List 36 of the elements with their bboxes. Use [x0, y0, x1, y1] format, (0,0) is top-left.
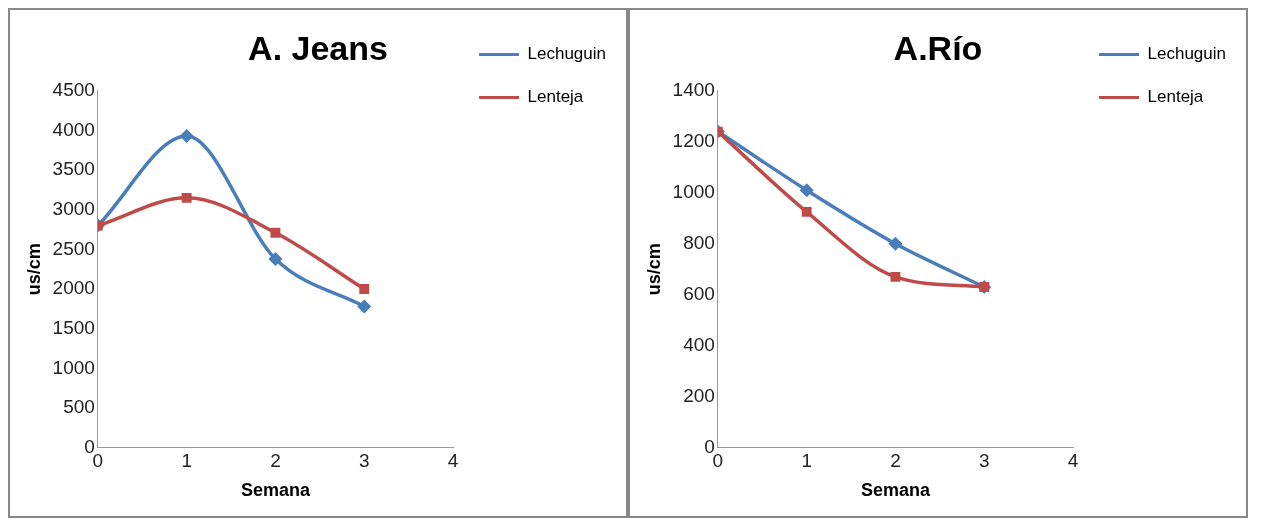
y-tick-label: 2500: [52, 237, 95, 259]
legend-label: Lechuguin: [1147, 44, 1227, 64]
chart-title: A.Río: [893, 28, 983, 67]
y-tick-label: 1000: [52, 356, 95, 378]
x-tick-label: 3: [358, 450, 370, 472]
x-tick-label: 3: [978, 450, 990, 472]
legend-label: Lenteja: [527, 87, 584, 107]
x-axis-title: Semana: [240, 480, 311, 501]
x-tick-label: 2: [890, 450, 901, 472]
y-tick-label: 400: [683, 333, 715, 355]
y-tick-label: 3500: [52, 158, 95, 180]
y-tick-label: 4500: [52, 79, 95, 101]
legend-label: Lechuguin: [527, 44, 607, 64]
y-tick-label: 1000: [672, 180, 715, 202]
y-tick-label: 1200: [672, 130, 715, 152]
x-axis-title: Semana: [860, 480, 931, 501]
y-tick-label: 800: [683, 231, 715, 253]
y-axis-title: us/cm: [23, 243, 44, 296]
legend-label: Lenteja: [1147, 87, 1204, 107]
y-tick-label: 3000: [52, 197, 95, 219]
x-tick-label: 1: [801, 450, 812, 472]
y-tick-label: 4000: [52, 118, 95, 140]
y-tick-label: 200: [683, 384, 715, 406]
x-tick-label: 4: [447, 450, 459, 472]
y-tick-label: 2000: [52, 277, 95, 299]
y-axis-title: us/cm: [643, 243, 664, 296]
x-tick-label: 1: [181, 450, 192, 472]
chart-title: A. Jeans: [248, 28, 388, 67]
y-tick-label: 0: [84, 435, 95, 457]
x-tick-label: 2: [270, 450, 281, 472]
y-tick-label: 1500: [52, 316, 95, 338]
y-tick-label: 500: [63, 396, 95, 418]
y-tick-label: 1400: [672, 79, 715, 101]
y-tick-label: 0: [704, 435, 715, 457]
x-tick-label: 4: [1067, 450, 1079, 472]
y-tick-label: 600: [683, 282, 715, 304]
